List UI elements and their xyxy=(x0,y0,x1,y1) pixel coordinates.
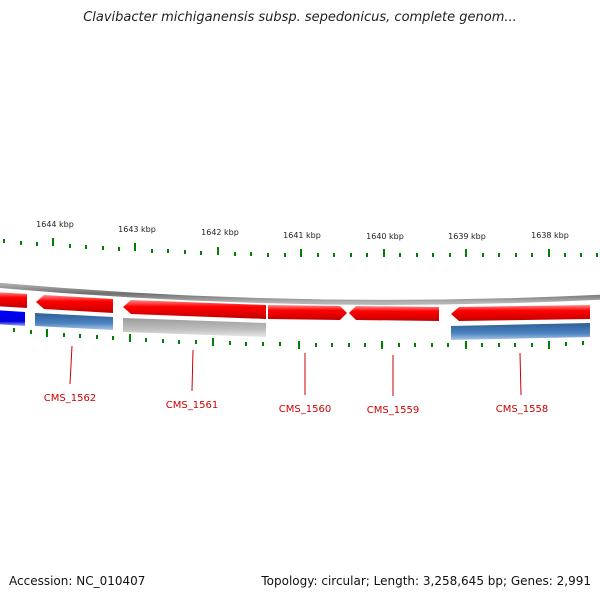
scale-label: 1640 kbp xyxy=(366,232,404,241)
leader-cms-1561 xyxy=(191,349,194,392)
genome-stats-label: Topology: circular; Length: 3,258,645 bp… xyxy=(261,574,591,588)
homolog-block-cms-1561[interactable] xyxy=(123,318,266,337)
gene-arrow-cms-1561[interactable] xyxy=(123,300,266,319)
gene-label-cms-1560[interactable]: CMS_1560 xyxy=(279,404,331,415)
homolog-block-cms-1558[interactable] xyxy=(451,323,590,340)
scale-label: 1641 kbp xyxy=(283,231,321,240)
leader-cms-1558 xyxy=(519,352,522,396)
map-title: Clavibacter michiganensis subsp. sepedon… xyxy=(83,10,517,25)
accession-label: Accession: NC_010407 xyxy=(9,574,146,588)
gene-arrow-cms-1562[interactable] xyxy=(36,295,113,313)
gene-label-cms-1559[interactable]: CMS_1559 xyxy=(367,405,419,416)
gene-arrow-cms-1560[interactable] xyxy=(268,305,347,320)
leader-cms-1562 xyxy=(69,345,73,385)
homolog-block-cms-1562[interactable] xyxy=(35,313,113,330)
scale-label: 1643 kbp xyxy=(118,225,156,234)
gene-label-cms-1558[interactable]: CMS_1558 xyxy=(496,404,548,415)
scale-track: 1644 kbp 1643 kbp 1642 kbp 1641 kbp 1640… xyxy=(3,220,598,257)
gene-arrow-cms-1558[interactable] xyxy=(451,305,590,321)
scale-label: 1639 kbp xyxy=(448,232,486,241)
scale-label: 1638 kbp xyxy=(531,231,569,240)
lower-dot-track xyxy=(13,328,584,349)
gene-arrow-cms-1559[interactable] xyxy=(349,306,439,321)
scale-label: 1642 kbp xyxy=(201,228,239,237)
homolog-track xyxy=(0,310,590,340)
genome-backbone xyxy=(0,282,600,305)
gene-label-cms-1562[interactable]: CMS_1562 xyxy=(44,393,96,404)
gene-label-leaders xyxy=(69,345,522,396)
homolog-block-edge[interactable] xyxy=(0,310,25,326)
gene-arrow-edge[interactable] xyxy=(0,292,27,308)
gene-label-cms-1561[interactable]: CMS_1561 xyxy=(166,400,218,411)
scale-label: 1644 kbp xyxy=(36,220,74,229)
gene-track xyxy=(0,292,590,321)
